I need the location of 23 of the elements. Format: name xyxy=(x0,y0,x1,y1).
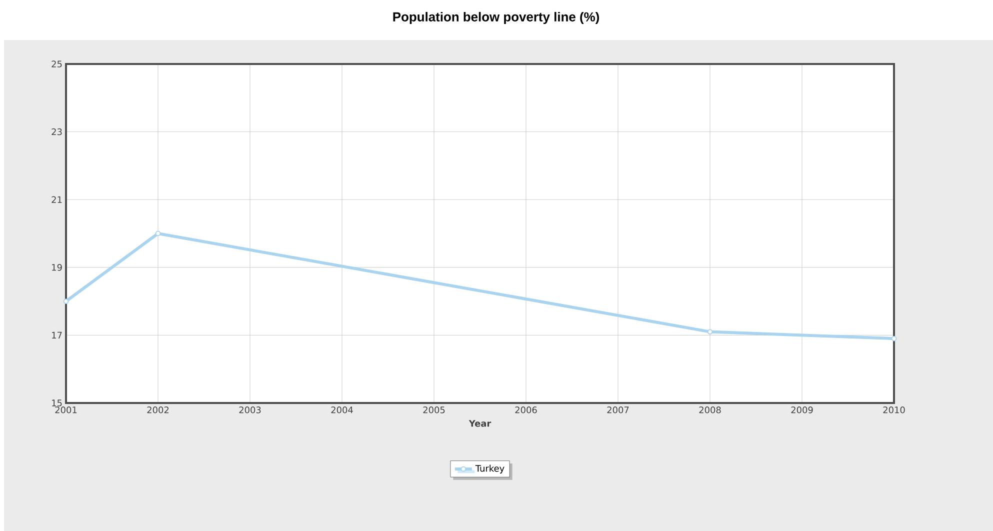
point xyxy=(707,329,713,334)
point xyxy=(63,298,69,304)
y-tick-label: 25 xyxy=(52,60,62,68)
x-tick-label: 2007 xyxy=(607,406,629,414)
point xyxy=(155,230,161,236)
y-tick-label: 15 xyxy=(52,400,62,406)
x-tick-label: 2009 xyxy=(791,406,813,414)
chart-title: Population below poverty line (%) xyxy=(393,12,599,24)
point xyxy=(891,336,897,342)
legend-label: Turkey xyxy=(475,464,504,474)
x-tick-label: 2002 xyxy=(147,406,169,414)
y-tick-label: 19 xyxy=(52,264,62,271)
x-tick-label: 2010 xyxy=(883,406,905,414)
x-axis-title: Year xyxy=(468,420,492,427)
x-tick-label: 2006 xyxy=(515,406,537,414)
y-tick-label: 17 xyxy=(52,332,62,338)
y-tick-label: 23 xyxy=(52,128,62,136)
x-tick-label: 2008 xyxy=(699,406,721,414)
x-tick-label: 2001 xyxy=(55,406,77,414)
x-tick-label: 2005 xyxy=(423,406,445,414)
x-tick-label: 2003 xyxy=(239,406,261,414)
x-tick-label: 2004 xyxy=(331,406,353,414)
y-tick-label: 21 xyxy=(52,196,62,203)
